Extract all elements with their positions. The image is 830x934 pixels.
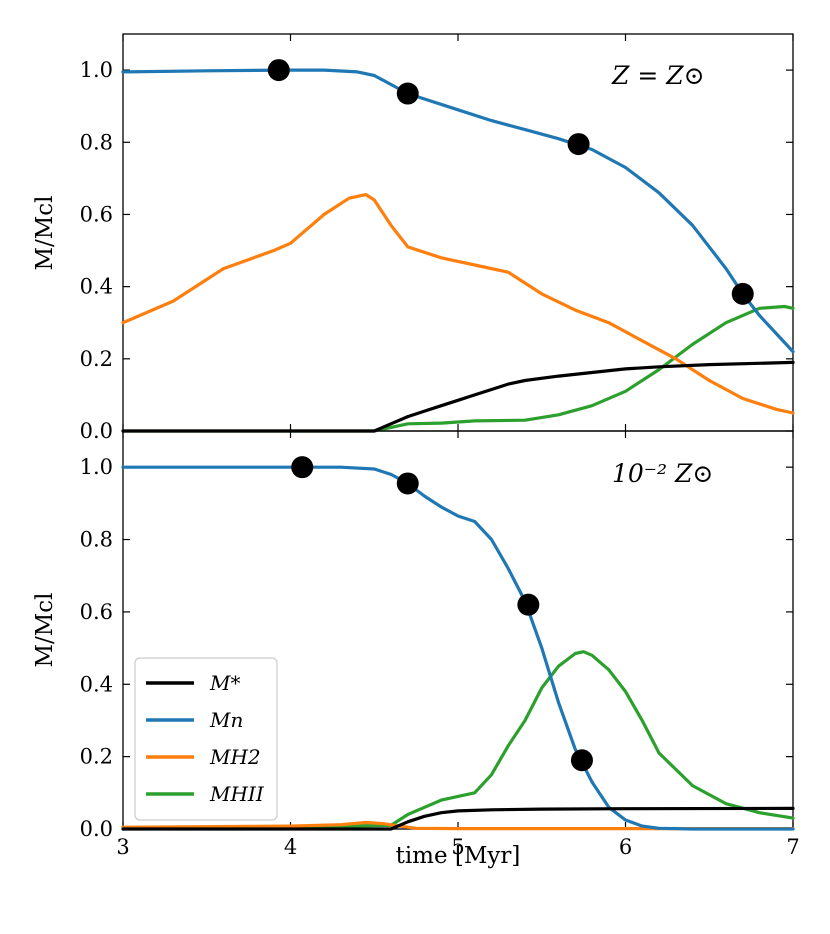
- bottom-panel-ylabel: M/Mcl: [32, 592, 58, 667]
- series-line-mhii: [121, 650, 795, 831]
- series-line-mh2: [121, 193, 795, 415]
- bottom-panel-markers: [291, 456, 593, 772]
- top-panel-lines: [121, 68, 795, 433]
- bottom-panel: 3 4 5 6 7 0.0 0.2 0.4 0.6 0.8 1.0 10⁻² Z⊙ M/Mcl ti…: [32, 430, 800, 869]
- x-tick-label: 6: [619, 835, 632, 859]
- x-tick-label: 3: [116, 835, 129, 859]
- series-line-mn: [121, 68, 795, 354]
- series-line-mstar: [121, 360, 795, 433]
- y-tick-label: 0.0: [80, 419, 113, 443]
- snapshot-marker: [567, 133, 590, 156]
- top-panel-markers: [267, 59, 754, 305]
- legend-box: [134, 657, 278, 821]
- y-tick-label: 0.2: [80, 347, 113, 371]
- snapshot-marker: [570, 749, 593, 772]
- y-tick-label: 0.4: [80, 275, 113, 299]
- snapshot-marker: [731, 282, 754, 305]
- legend-label: M*: [209, 671, 240, 695]
- legend-label: MH2: [209, 745, 261, 769]
- series-line-mh2: [121, 820, 795, 831]
- y-tick-label: 1.0: [80, 58, 113, 82]
- y-tick-label: 0.6: [80, 600, 113, 624]
- x-tick-label: 4: [284, 835, 297, 859]
- series-line-mhii: [121, 304, 795, 433]
- top-panel-ylabel: M/Mcl: [32, 195, 58, 270]
- x-axis-label: time [Myr]: [396, 843, 521, 869]
- y-tick-label: 0.6: [80, 202, 113, 226]
- bottom-panel-lines: [121, 465, 795, 831]
- y-tick-label: 0.4: [80, 672, 113, 696]
- snapshot-marker: [396, 82, 419, 105]
- legend-label: Mn: [209, 708, 243, 732]
- y-tick-label: 0.8: [80, 130, 113, 154]
- bottom-panel-annotation: 10⁻² Z⊙: [612, 459, 713, 488]
- legend-label: MHII: [209, 782, 265, 806]
- x-tick-label: 5: [451, 835, 464, 859]
- series-line-mstar: [121, 806, 795, 831]
- y-tick-label: 1.0: [80, 455, 113, 479]
- bottom-panel-ticks: 3 4 5 6 7 0.0 0.2 0.4 0.6 0.8 1.0: [80, 431, 800, 859]
- series-line-mn: [121, 465, 795, 831]
- x-tick-label: 7: [786, 835, 799, 859]
- y-tick-label: 0.0: [80, 817, 113, 841]
- snapshot-marker: [267, 59, 290, 82]
- y-tick-label: 0.2: [80, 745, 113, 769]
- top-panel-annotation: Z = Z⊙: [611, 61, 705, 90]
- top-panel-ticks: 0.0 0.2 0.4 0.6 0.8 1.0: [80, 34, 794, 443]
- snapshot-marker: [291, 456, 314, 479]
- legend: M* Mn MH2 MHII: [134, 657, 278, 821]
- snapshot-marker: [396, 472, 419, 495]
- y-tick-label: 0.8: [80, 528, 113, 552]
- snapshot-marker: [517, 593, 540, 616]
- top-panel: 0.0 0.2 0.4 0.6 0.8 1.0 Z = Z⊙ M/Mcl: [32, 33, 795, 443]
